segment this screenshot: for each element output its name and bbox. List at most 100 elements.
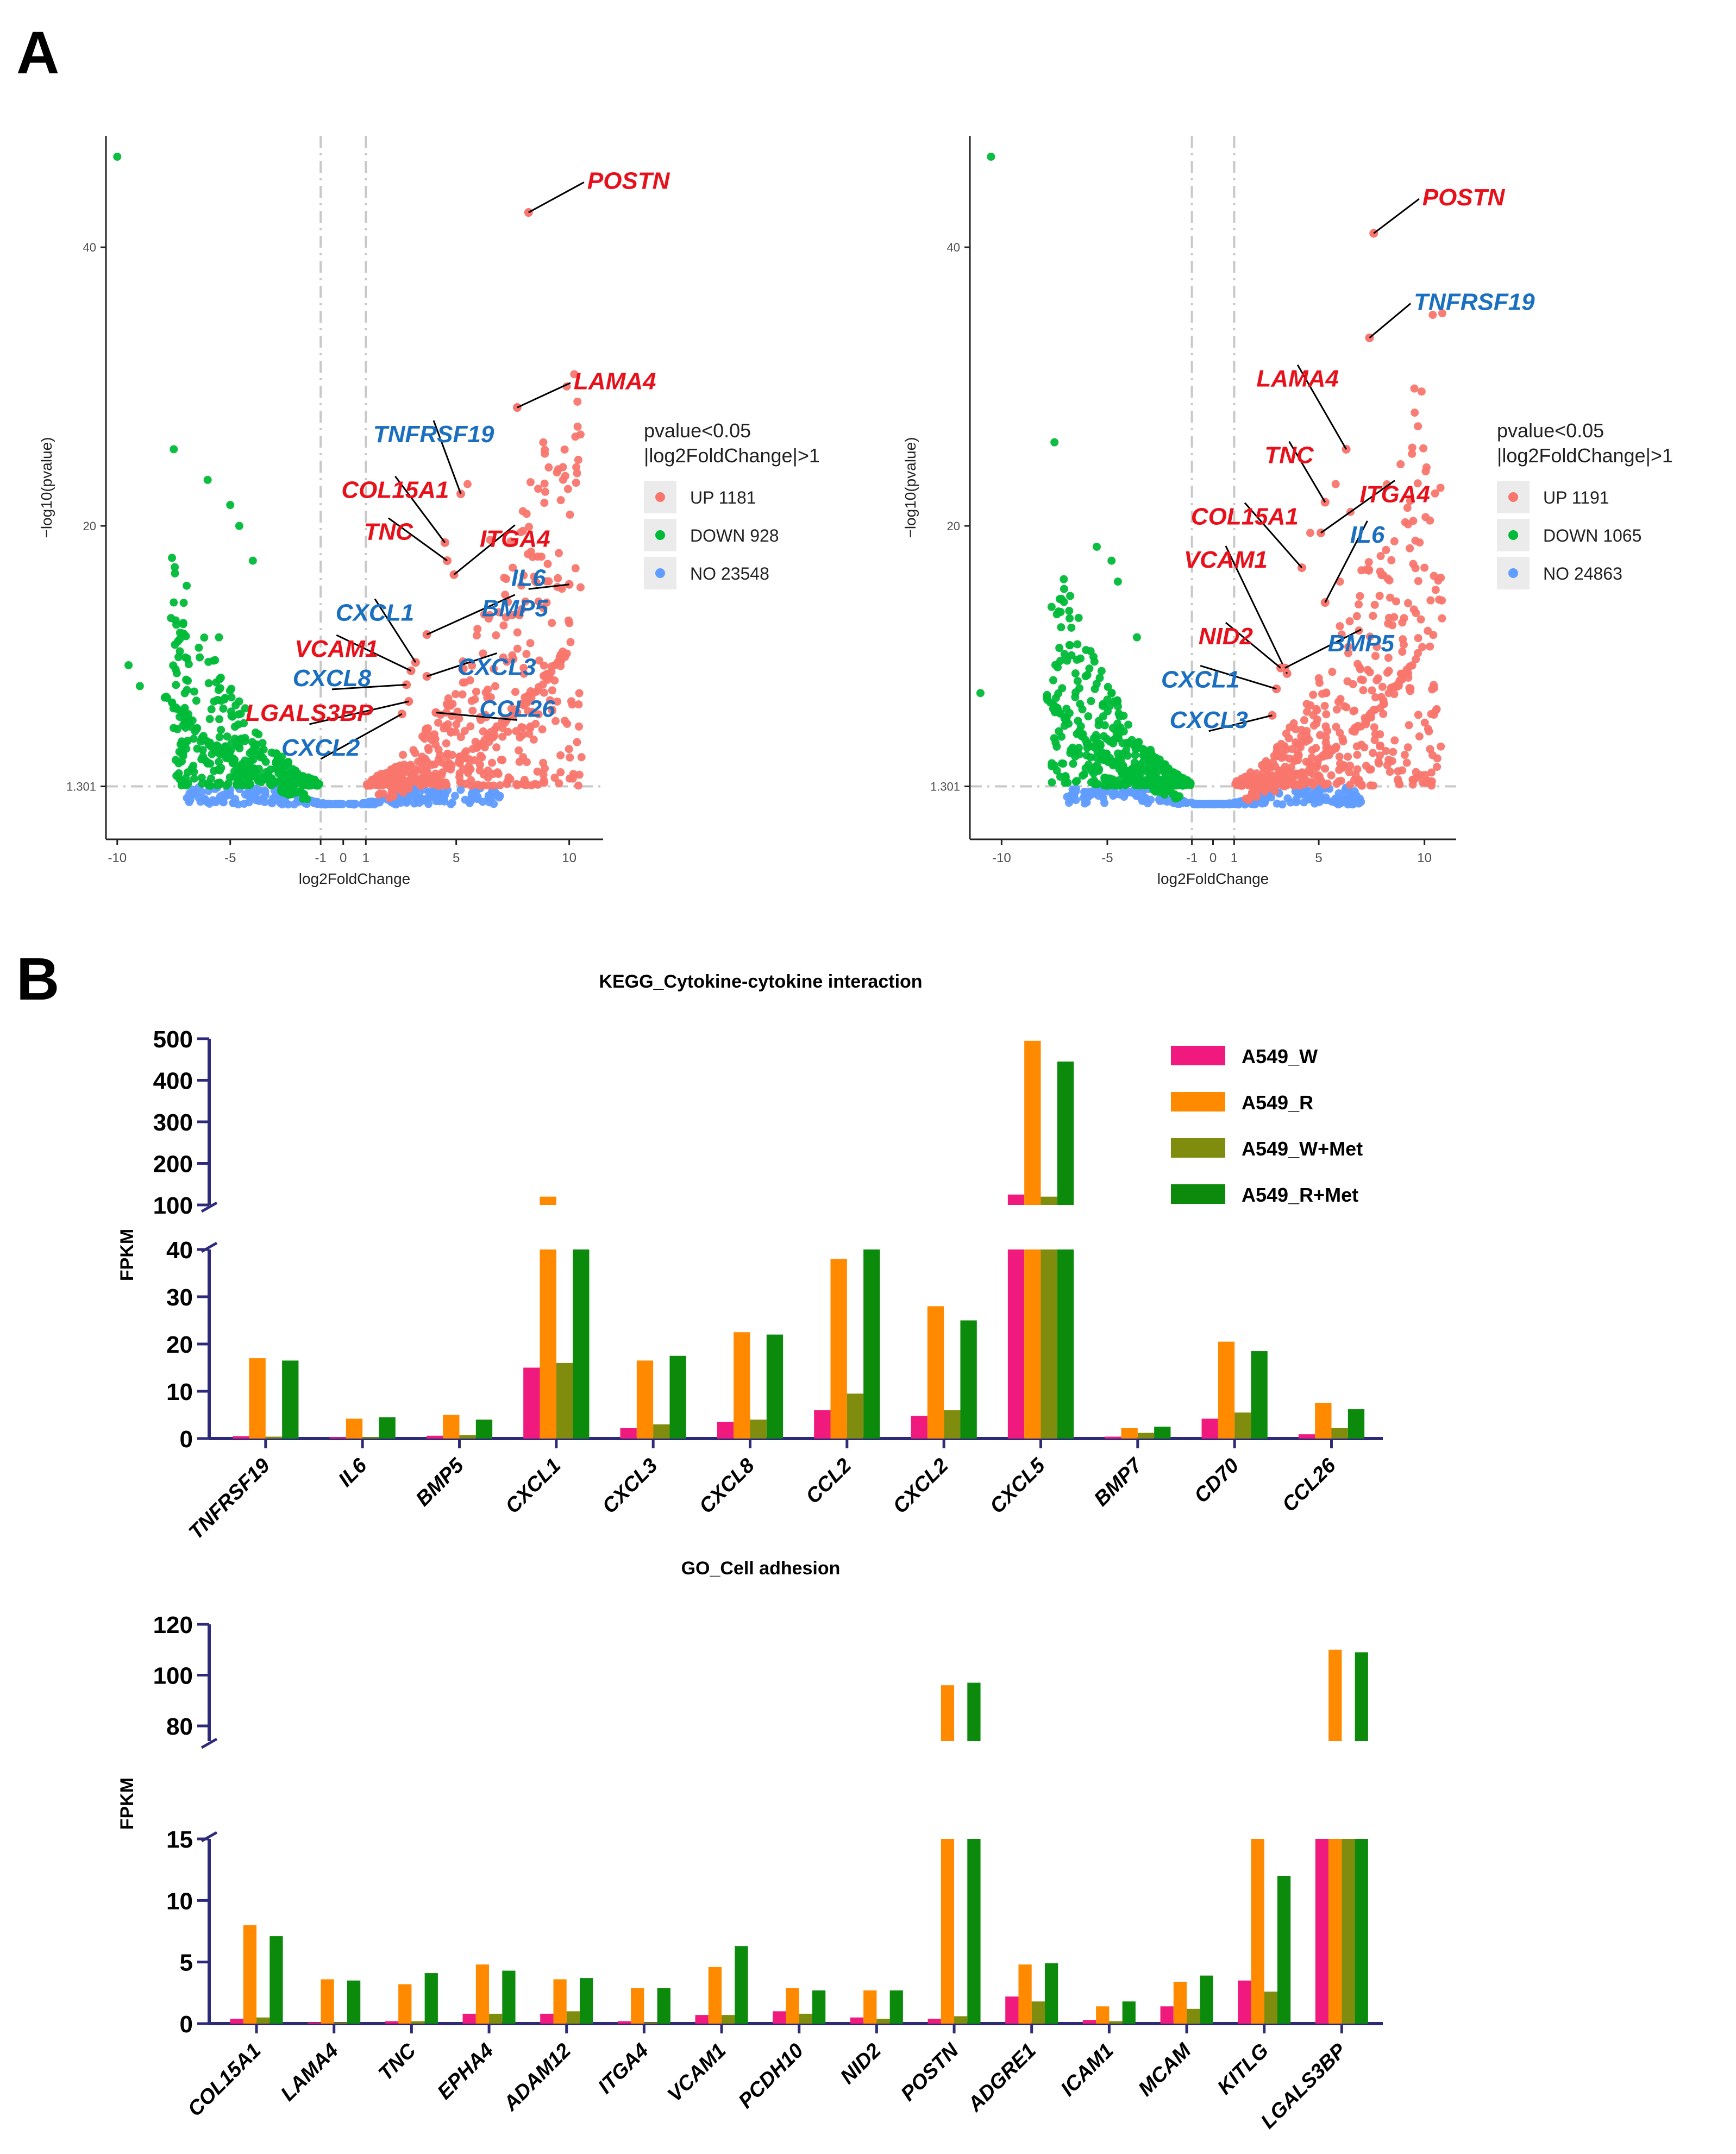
point-no bbox=[450, 792, 459, 800]
point-down bbox=[213, 695, 222, 704]
point-up bbox=[535, 656, 543, 665]
label-leader-line bbox=[1225, 621, 1281, 669]
bar-r-lower bbox=[941, 1839, 955, 2024]
point-up bbox=[513, 628, 522, 637]
point-down bbox=[244, 769, 253, 777]
point-up bbox=[417, 758, 425, 767]
bar-r_met-lower bbox=[967, 1839, 981, 2024]
point-no bbox=[1333, 794, 1342, 802]
label-leader-line bbox=[309, 700, 409, 725]
point-up bbox=[1384, 613, 1393, 622]
point-up bbox=[506, 537, 515, 546]
point-down bbox=[1060, 598, 1068, 606]
point-up bbox=[1355, 600, 1363, 609]
y-tick-label: 5 bbox=[180, 1950, 193, 1976]
point-up bbox=[465, 762, 473, 770]
point-down bbox=[209, 656, 218, 665]
point-up bbox=[534, 710, 543, 719]
bar-r_met bbox=[270, 1936, 283, 2024]
point-down bbox=[179, 749, 187, 758]
point-down bbox=[171, 756, 180, 764]
point-up bbox=[1378, 682, 1387, 691]
point-up bbox=[1431, 489, 1439, 498]
gene-label: BMP5 bbox=[1328, 630, 1395, 657]
bar-r-upper bbox=[1024, 1040, 1041, 1205]
bar-w-lower bbox=[1315, 1839, 1329, 2024]
point-up bbox=[512, 780, 521, 789]
point-no bbox=[1340, 795, 1349, 803]
point-up bbox=[576, 583, 585, 592]
y-tick-label: 100 bbox=[153, 1662, 193, 1689]
gene-label: VCAM1 bbox=[1184, 547, 1268, 573]
bar-r_met bbox=[766, 1334, 784, 1439]
point-up bbox=[518, 731, 527, 739]
bar-w_met bbox=[944, 1410, 961, 1439]
point-down bbox=[1082, 751, 1091, 759]
point-down bbox=[1060, 585, 1068, 593]
bar-r_met bbox=[657, 1988, 670, 2024]
point-up bbox=[554, 574, 562, 582]
point-up bbox=[573, 422, 582, 431]
point-down bbox=[1092, 542, 1101, 551]
point-up bbox=[534, 485, 543, 493]
panel-label-b: B bbox=[16, 946, 59, 1013]
label-leader-line bbox=[331, 683, 407, 690]
bar-w_met bbox=[566, 2011, 580, 2024]
point-up bbox=[573, 397, 582, 406]
bar-w_met bbox=[1264, 1992, 1277, 2024]
point-up bbox=[1297, 779, 1306, 788]
point-no bbox=[422, 795, 430, 803]
point-up bbox=[1396, 460, 1405, 469]
point-up bbox=[541, 449, 549, 458]
point-down bbox=[1177, 780, 1186, 788]
bar-w_met-lower bbox=[1041, 1249, 1057, 1439]
bar-r_met bbox=[424, 1973, 438, 2024]
point-up bbox=[424, 744, 433, 752]
label-leader-line bbox=[433, 420, 462, 494]
point-down bbox=[235, 779, 243, 788]
legend-title-line: |log2FoldChange|>1 bbox=[644, 444, 820, 467]
point-up bbox=[1409, 517, 1418, 525]
point-down bbox=[1113, 577, 1122, 586]
gene-label: POSTN bbox=[1422, 184, 1506, 211]
point-up bbox=[522, 650, 531, 658]
point-up bbox=[364, 781, 372, 790]
bar-w_met bbox=[334, 2022, 347, 2024]
point-down bbox=[220, 695, 229, 704]
label-leader-line bbox=[1296, 364, 1347, 450]
point-up bbox=[572, 463, 581, 472]
label-leader-line bbox=[388, 517, 448, 562]
point-up bbox=[1349, 707, 1358, 715]
point-up bbox=[397, 764, 405, 773]
bar-r_met-lower bbox=[863, 1249, 880, 1439]
gene-label: CXCL3 bbox=[1170, 707, 1248, 733]
point-up bbox=[475, 766, 484, 775]
bar-w bbox=[695, 2015, 709, 2024]
point-down bbox=[187, 764, 196, 773]
y-tick-label: 20 bbox=[83, 519, 96, 533]
volcano-plot-2: -10 -5 -1 0 1 5 101.3012040log2FoldChange−log1… bbox=[902, 136, 1673, 887]
point-down bbox=[222, 781, 230, 790]
point-no bbox=[1202, 800, 1211, 808]
bar-w_met bbox=[265, 1436, 283, 1439]
point-down bbox=[170, 724, 178, 732]
point-up bbox=[456, 778, 465, 787]
point-down bbox=[1071, 693, 1080, 701]
point-up bbox=[519, 669, 528, 678]
bar-w_met-lower bbox=[1342, 1839, 1355, 2024]
point-up bbox=[1290, 755, 1299, 763]
point-down bbox=[1069, 759, 1077, 768]
point-down bbox=[253, 740, 261, 749]
axis-break-mark bbox=[200, 1737, 218, 1749]
point-up bbox=[500, 574, 509, 582]
bar-w_met bbox=[1187, 2008, 1200, 2024]
point-up bbox=[546, 696, 554, 705]
point-down bbox=[174, 653, 183, 662]
bar-w-lower bbox=[1007, 1249, 1025, 1439]
y-tick-label: 120 bbox=[153, 1612, 193, 1638]
point-up bbox=[1332, 705, 1341, 714]
point-up bbox=[1359, 686, 1368, 695]
point-up bbox=[1365, 632, 1374, 641]
point-up bbox=[485, 781, 493, 790]
point-down bbox=[1113, 696, 1121, 705]
